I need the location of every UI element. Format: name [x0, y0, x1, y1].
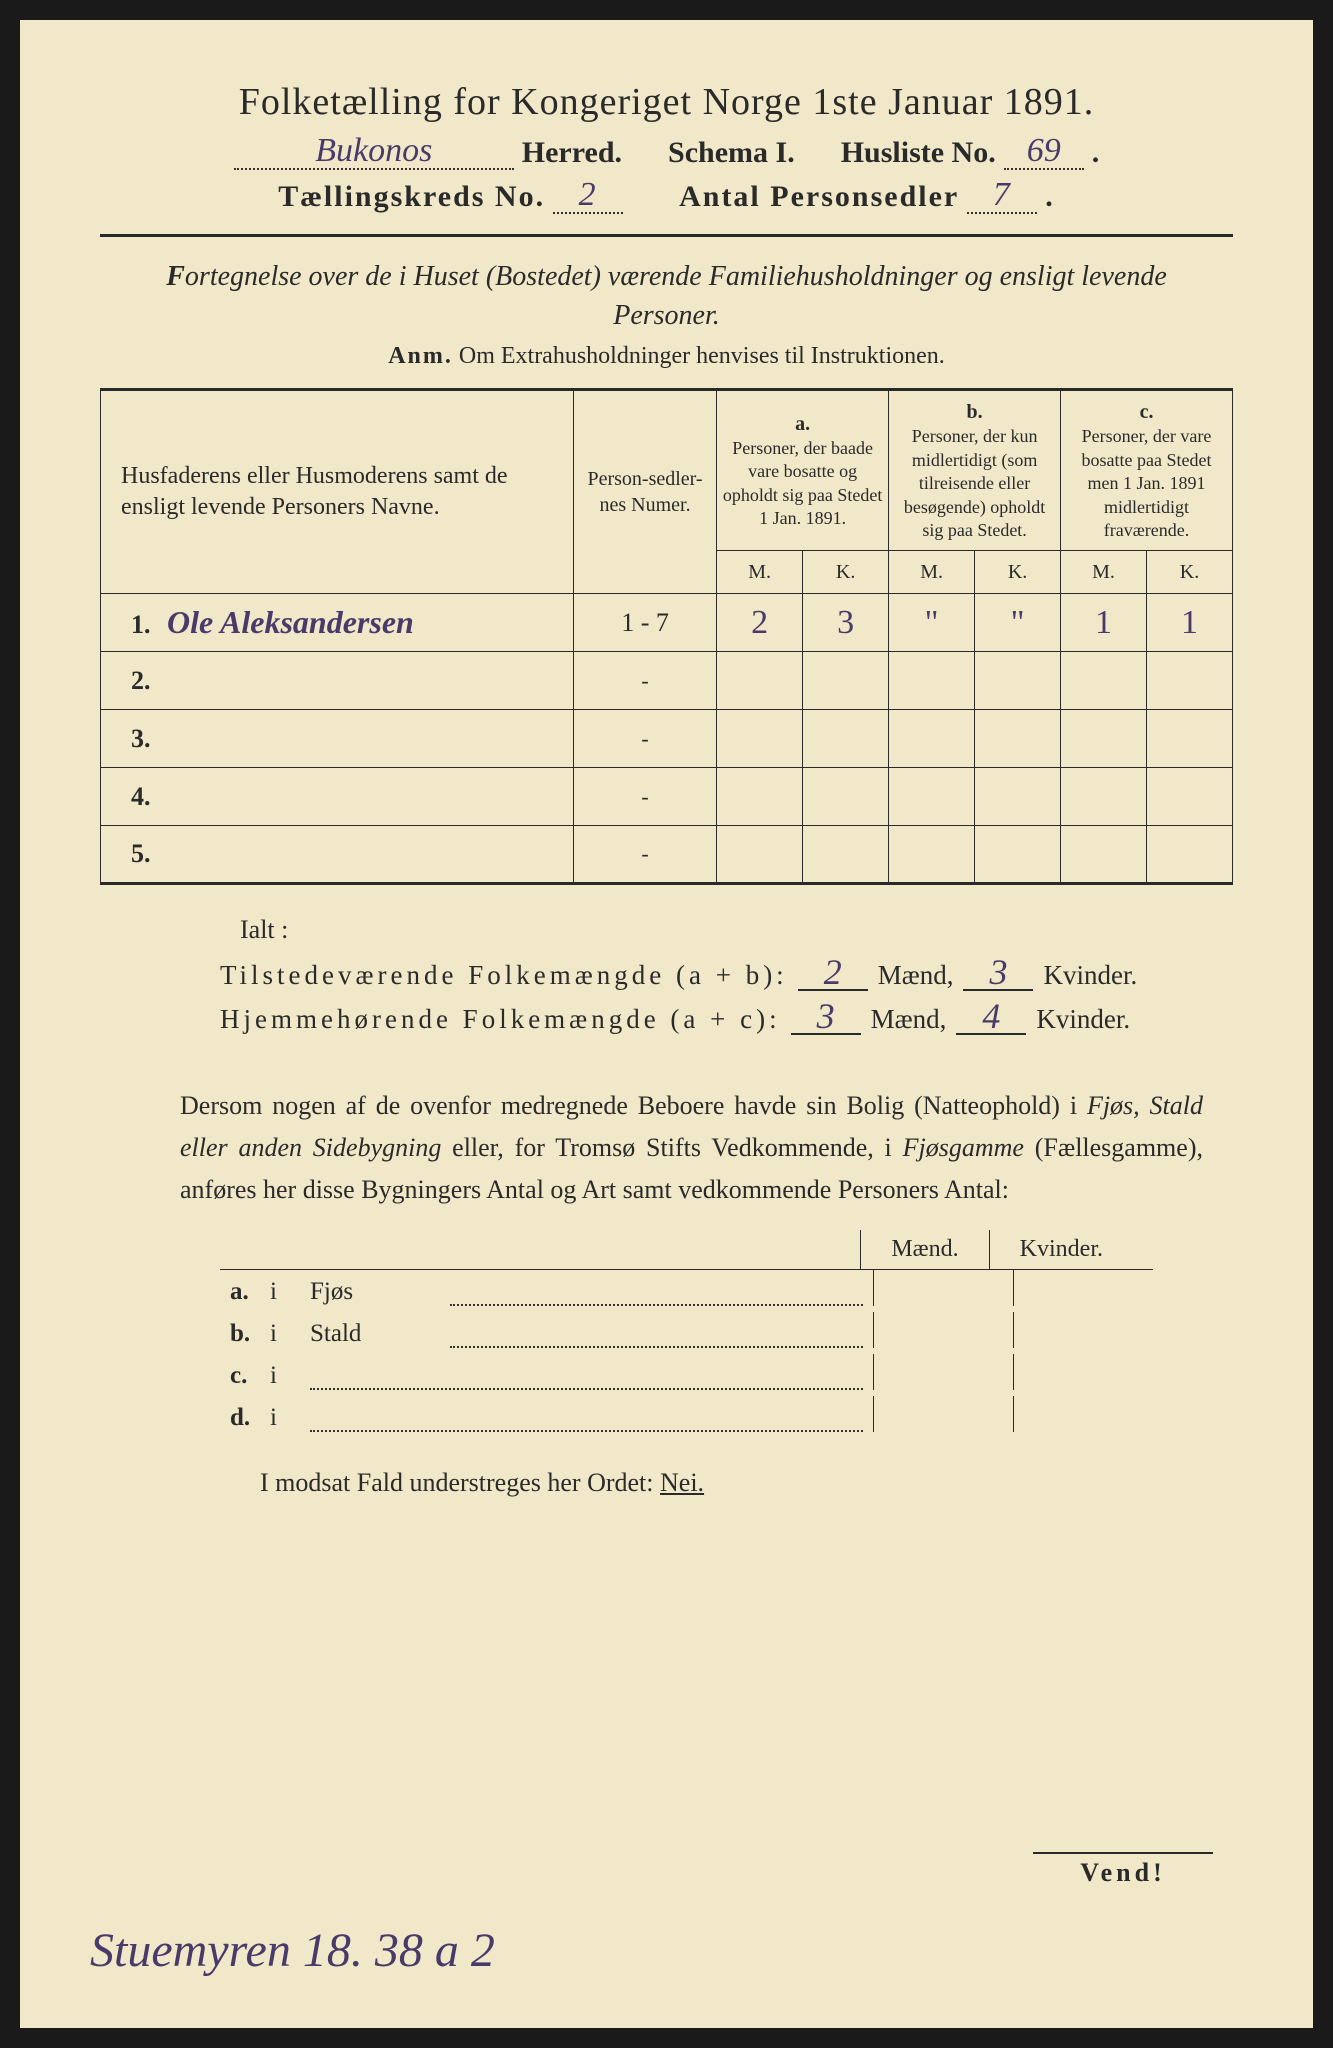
antal-value: 7: [993, 176, 1012, 214]
anm-text: Om Extrahusholdninger henvises til Instr…: [459, 343, 945, 369]
herred-value: Bukonos: [315, 132, 432, 170]
col-b-m: M.: [889, 551, 975, 594]
col-c-k: K.: [1147, 551, 1233, 594]
divider-1: [100, 234, 1233, 237]
col-b-head: b. Personer, der kun midlertidigt (som t…: [889, 390, 1061, 550]
kreds-fill: 2: [553, 186, 623, 214]
antal-label: Antal Personsedler: [679, 180, 959, 214]
kreds-label: Tællingskreds No.: [278, 180, 545, 214]
totals-line-2: Hjemmehørende Folkemængde (a + c): 3 Mæn…: [220, 1003, 1233, 1035]
antal-fill: 7: [967, 186, 1037, 214]
bygning-maend: Mænd.: [860, 1230, 988, 1269]
totals-line-1: Tilstedeværende Folkemængde (a + b): 2 M…: [220, 959, 1233, 991]
col-a-m: M.: [717, 551, 803, 594]
col-a-head: a. Personer, der baade vare bosatte og o…: [717, 390, 889, 550]
col-c-head: c. Personer, der vare bosatte paa Stedet…: [1061, 390, 1233, 550]
anm-prefix: Anm.: [388, 343, 453, 369]
bygning-kvinder: Kvinder.: [989, 1230, 1133, 1269]
vend-label: Vend!: [1033, 1852, 1213, 1888]
col-c-m: M.: [1061, 551, 1147, 594]
totals-section: Ialt : Tilstedeværende Folkemængde (a + …: [220, 915, 1233, 1035]
col-b-k: K.: [975, 551, 1061, 594]
form-title: Folketælling for Kongeriget Norge 1ste J…: [100, 80, 1233, 124]
header-line-1: Bukonos Herred. Schema I. Husliste No. 6…: [100, 136, 1233, 170]
bygning-row: d. i: [220, 1396, 1153, 1438]
bygning-row: c. i: [220, 1354, 1153, 1396]
bygning-row: b. i Stald: [220, 1312, 1153, 1354]
ialt-label: Ialt :: [240, 915, 1233, 945]
table-row: 1. Ole Aleksandersen 1 - 7 2 3 " " 1 1: [101, 594, 1233, 652]
kreds-value: 2: [579, 176, 598, 214]
bygning-header: Mænd. Kvinder.: [220, 1230, 1153, 1270]
header-line-2: Tællingskreds No. 2 Antal Personsedler 7…: [100, 180, 1233, 214]
bottom-handwriting: Stuemyren 18. 38 a 2: [90, 1923, 495, 1978]
census-form-page: Folketælling for Kongeriget Norge 1ste J…: [20, 20, 1313, 2028]
herred-label: Herred.: [522, 136, 622, 170]
table-row: 5. -: [101, 826, 1233, 884]
bygning-row: a. i Fjøs: [220, 1270, 1153, 1312]
subtitle: Fortegnelse over de i Huset (Bostedet) v…: [140, 257, 1193, 335]
husliste-value: 69: [1027, 132, 1061, 170]
table-row: 2. -: [101, 652, 1233, 710]
col-name-header: Husfaderens eller Husmoderens samt de en…: [101, 390, 574, 594]
col-a-k: K.: [803, 551, 889, 594]
table-row: 3. -: [101, 710, 1233, 768]
table-row: 4. -: [101, 768, 1233, 826]
husliste-fill: 69: [1004, 142, 1084, 170]
bygning-table: Mænd. Kvinder. a. i Fjøs b. i Stald c. i…: [220, 1230, 1153, 1438]
col-num-header: Person-sedler-nes Numer.: [573, 390, 716, 594]
anm-note: Anm. Om Extrahusholdninger henvises til …: [100, 343, 1233, 370]
schema-label: Schema I.: [668, 136, 795, 170]
herred-fill: Bukonos: [234, 142, 514, 170]
note-paragraph: Dersom nogen af de ovenfor medregnede Be…: [180, 1085, 1203, 1210]
husliste-label: Husliste No.: [841, 136, 996, 170]
census-table-body: 1. Ole Aleksandersen 1 - 7 2 3 " " 1 1 2…: [101, 594, 1233, 884]
modsat-line: I modsat Fald understreges her Ordet: Ne…: [260, 1468, 1233, 1498]
nei-word: Nei.: [660, 1468, 704, 1497]
census-table: Husfaderens eller Husmoderens samt de en…: [100, 388, 1233, 885]
